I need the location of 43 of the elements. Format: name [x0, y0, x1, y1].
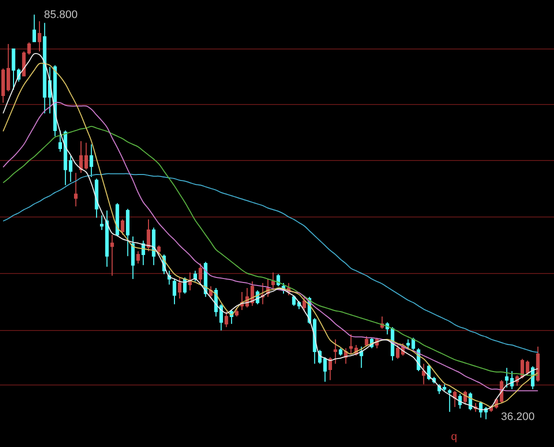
annotation: q: [451, 431, 458, 443]
candlestick: [116, 202, 120, 238]
candlestick: [120, 218, 124, 236]
candlestick: [136, 250, 140, 264]
annotation: 36.200: [501, 411, 535, 423]
candlestick: [271, 272, 275, 288]
candlestick: [198, 262, 202, 284]
candlestick: [38, 20, 42, 52]
candlestick: [172, 278, 176, 305]
candlestick: [224, 311, 228, 328]
candlestick: [302, 296, 306, 312]
candlestick: [193, 270, 197, 282]
candlestick: [152, 227, 156, 266]
candlestick: [526, 360, 530, 376]
candlestick: [234, 307, 239, 317]
candlestick: [68, 155, 72, 182]
candlestick: [328, 356, 332, 381]
annotation: 85.800: [44, 9, 78, 21]
candlestick: [276, 274, 280, 287]
candlestick: [334, 338, 338, 364]
candlestick: [338, 348, 342, 356]
candlestick: [422, 363, 426, 385]
candlestick: [146, 218, 150, 252]
candlestick: [22, 50, 26, 76]
candlestick: [178, 276, 182, 300]
candlestick: [90, 144, 94, 178]
candlestick: [157, 245, 161, 257]
candlestick: [448, 388, 452, 412]
candlestick: [27, 42, 31, 56]
candlestick: [32, 14, 36, 42]
candlestick: [453, 390, 457, 408]
candlestick: [536, 346, 540, 382]
candlestick: [126, 208, 130, 257]
candlestick: [110, 234, 114, 276]
candlestick: [74, 172, 78, 207]
candlestick: [188, 272, 192, 291]
candlestick: [323, 356, 327, 382]
candlestick: [131, 236, 135, 280]
candlestick: [209, 286, 213, 300]
candlestick: [94, 178, 98, 218]
candlestick: [292, 294, 296, 306]
candlestick: [260, 282, 264, 305]
candlestick: [360, 346, 364, 368]
